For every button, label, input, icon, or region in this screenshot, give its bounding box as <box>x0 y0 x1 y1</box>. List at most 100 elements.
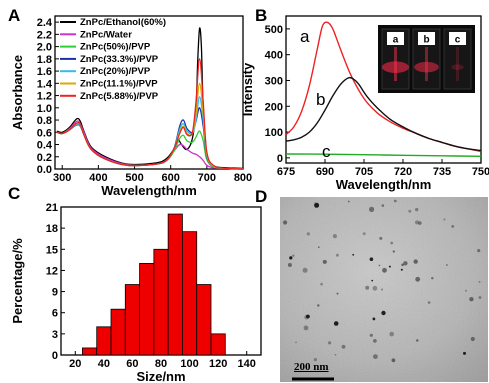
cuvette-glow <box>381 61 410 73</box>
legend-label: ZnPc/Water <box>80 29 132 40</box>
particle <box>292 254 295 257</box>
y-tick-label: 100 <box>265 127 283 139</box>
particle <box>303 325 309 331</box>
y-axis-title: Intensity <box>240 62 255 116</box>
y-tick-label: 6 <box>52 308 58 320</box>
bar <box>153 248 169 356</box>
cuvette-label-box <box>449 32 466 45</box>
y-tick-label: 500 <box>265 24 283 36</box>
x-tick-label: 800 <box>234 172 252 184</box>
y-tick-label: 0 <box>277 153 283 165</box>
particle <box>389 331 394 337</box>
x-tick-label: 300 <box>53 172 71 184</box>
y-tick-label: 18 <box>46 223 58 235</box>
particle <box>322 259 327 264</box>
y-tick-label: 400 <box>265 50 283 62</box>
legend-label: ZnPc(20%)/PVP <box>80 66 151 77</box>
particle <box>287 263 292 267</box>
particle <box>415 220 419 225</box>
x-tick-label: 720 <box>394 166 412 178</box>
particle <box>391 358 396 363</box>
y-tick-label: 21 <box>46 202 58 214</box>
y-tick-label: 12 <box>46 265 58 277</box>
curve-label-a: a <box>300 27 310 46</box>
particle <box>379 236 383 240</box>
plot-frame <box>285 15 482 164</box>
cuvette-glow <box>451 64 464 70</box>
particle <box>369 333 373 337</box>
y-tick-label: 1.6 <box>37 66 52 78</box>
particle <box>332 234 337 239</box>
particle <box>478 296 482 299</box>
cuvette-beam <box>425 47 428 81</box>
particle <box>443 218 446 221</box>
particle <box>401 263 404 267</box>
x-tick-label: 690 <box>316 166 334 178</box>
particle <box>381 288 383 291</box>
legend-label: ZnPc(5.88%)/PVP <box>80 91 159 102</box>
x-axis-title: Size/nm <box>136 369 185 383</box>
y-tick-label: 0 <box>52 350 58 362</box>
y-axis-title: Percentage/% <box>10 238 25 324</box>
particle <box>431 277 434 280</box>
cuvette <box>412 28 441 90</box>
cuvette-beam <box>394 47 397 81</box>
particle <box>369 257 374 261</box>
series-line-6 <box>56 58 244 170</box>
particle <box>317 246 320 249</box>
x-axis-title: Wavelength/nm <box>336 177 432 192</box>
x-tick-label: 400 <box>89 172 107 184</box>
particle <box>408 209 412 213</box>
bar <box>110 308 126 356</box>
particle <box>352 253 355 256</box>
y-tick-label: 0.8 <box>37 115 52 127</box>
particle <box>403 261 408 266</box>
particle <box>302 267 308 273</box>
panel-label-d: D <box>255 187 268 206</box>
particle <box>478 281 481 283</box>
cuvette-label-box <box>387 32 404 45</box>
legend-label: ZnPc/Ethanol(60%) <box>80 17 166 28</box>
sem-image: 200 nm <box>280 197 488 382</box>
legend-label: ZnPc(11.1%)/PVP <box>80 79 158 90</box>
particle <box>369 206 375 212</box>
cuvette <box>381 28 410 90</box>
y-tick-label: 1.4 <box>37 78 53 90</box>
x-tick-label: 500 <box>125 172 143 184</box>
particle <box>283 220 288 225</box>
particle <box>400 268 403 271</box>
particle <box>415 207 419 212</box>
y-axis-title: Absorbance <box>10 55 25 130</box>
x-tick-label: 20 <box>69 358 81 370</box>
particle <box>320 282 323 286</box>
particle <box>306 232 310 236</box>
particle <box>372 317 376 321</box>
particle <box>469 297 474 302</box>
particle <box>451 225 455 228</box>
y-tick-label: 9 <box>52 287 58 299</box>
particle <box>365 285 370 290</box>
curve-label-b: b <box>316 90 325 109</box>
bar <box>82 347 98 356</box>
particle <box>306 314 310 319</box>
particle <box>295 341 297 344</box>
y-tick-label: 1.2 <box>37 91 52 103</box>
particle <box>373 339 377 343</box>
particle <box>477 249 481 253</box>
particle <box>372 285 378 291</box>
y-tick-label: 0.2 <box>37 152 52 164</box>
bar <box>139 262 155 356</box>
bar <box>124 284 140 356</box>
y-tick-label: 2.2 <box>37 29 52 41</box>
particle <box>382 267 387 273</box>
y-tick-label: 0.4 <box>37 140 53 152</box>
bar <box>167 213 183 356</box>
particle <box>328 341 332 345</box>
particle <box>373 354 378 359</box>
x-tick-label: 675 <box>277 166 295 178</box>
y-tick-label: 200 <box>265 101 283 113</box>
particle <box>381 204 385 207</box>
panel-label-c: C <box>8 184 21 203</box>
y-tick-label: 0.6 <box>37 127 52 139</box>
